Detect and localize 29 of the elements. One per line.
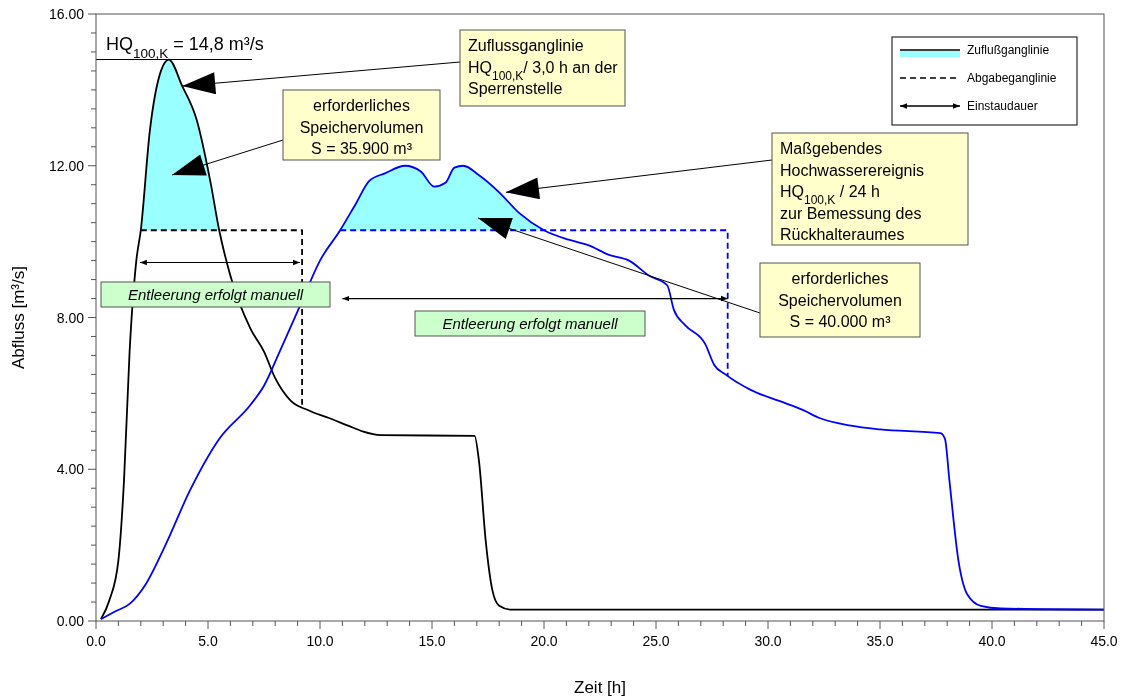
legend-label: Zuflußganglinie — [967, 43, 1050, 57]
annotation: erforderliches Speichervolumen S = 40.000 m³ — [778, 270, 902, 330]
x-tick-label: 0.0 — [86, 633, 106, 649]
annotation: erforderliches Speichervolumen S = 35.900 m³ — [299, 97, 424, 157]
y-tick-label: 8.00 — [56, 309, 85, 326]
x-axis-title: Zeit [h] — [574, 678, 626, 697]
legend-label: Einstaudauer — [967, 99, 1038, 113]
x-tick-label: 35.0 — [866, 633, 894, 649]
x-tick-label: 25.0 — [642, 633, 670, 649]
y-tick-label: 12.00 — [48, 157, 85, 174]
y-tick-label: 16.00 — [48, 6, 85, 22]
x-tick-label: 45.0 — [1090, 633, 1118, 649]
annotation: Zuflussganglinie HQ$_{100,K}$/ 3,0 h an der Sperrenstelle — [468, 37, 619, 97]
x-tick-label: 15.0 — [418, 633, 446, 649]
x-tick-label: 40.0 — [978, 633, 1006, 649]
x-tick-label: 10.0 — [306, 633, 334, 649]
x-tick-label: 20.0 — [530, 633, 558, 649]
annotation: Entleerung erfolgt manuell — [442, 315, 619, 332]
y-tick-label: 0.00 — [56, 613, 85, 629]
annotation: Maßgebendes Hochwasserereignis HQ$_{100,K}$ / 24 h zur Bemessung des Rückhalteraumes — [780, 140, 925, 243]
x-tick-label: 5.0 — [198, 633, 218, 649]
annotation: Entleerung erfolgt manuell — [127, 286, 304, 303]
legend-label: Abgabeganglinie — [967, 71, 1057, 85]
x-tick-label: 30.0 — [754, 633, 782, 649]
line-series — [100, 164, 1105, 620]
y-axis-title: Abfluss [m³/s] — [9, 266, 28, 369]
line-series — [100, 58, 1105, 620]
ref-line-label: HQ$_{100,K}$ = 14,8 m³/s — [106, 33, 264, 61]
y-tick-label: 4.00 — [56, 461, 85, 478]
